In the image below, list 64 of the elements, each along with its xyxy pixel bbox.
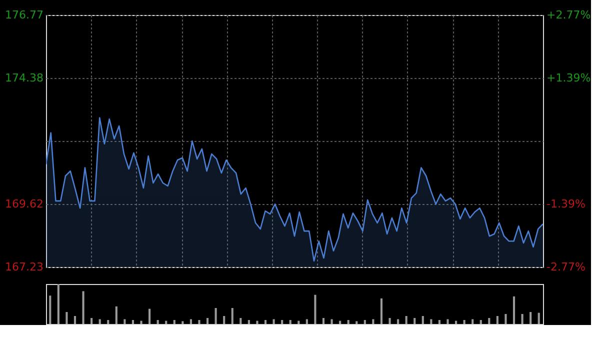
bar: [322, 318, 325, 324]
bar: [74, 316, 76, 324]
bar: [90, 318, 93, 324]
bar: [330, 319, 333, 324]
bar: [372, 319, 374, 324]
bar: [488, 318, 490, 324]
bar: [512, 296, 516, 324]
bar: [256, 320, 258, 324]
bar: [264, 320, 267, 324]
bar: [430, 319, 432, 324]
bar: [504, 314, 507, 324]
bar: [538, 312, 540, 324]
bar: [480, 320, 482, 324]
bar: [49, 296, 52, 324]
bar: [272, 319, 275, 324]
bar: [206, 318, 209, 324]
bar: [364, 320, 366, 324]
bar: [496, 316, 498, 324]
bar: [414, 318, 416, 324]
bar: [82, 291, 84, 324]
y2-tick-label: -2.77%: [546, 260, 586, 274]
bar: [57, 284, 60, 324]
bar: [397, 319, 400, 324]
bar: [463, 320, 466, 324]
bar: [347, 320, 350, 324]
y-tick-label: 169.62: [5, 197, 44, 210]
bar: [248, 320, 250, 324]
y2-tick-label: -1.39%: [546, 198, 586, 211]
bar: [306, 319, 308, 324]
y-tick-label: 174.38: [5, 72, 44, 85]
bar: [156, 320, 159, 324]
y2-tick-label: +2.77%: [546, 8, 591, 22]
bar: [356, 321, 358, 324]
bar: [240, 318, 242, 324]
bar: [388, 318, 391, 324]
bar: [314, 294, 316, 324]
bar: [422, 316, 424, 324]
y-tick-label: 167.23: [5, 260, 44, 274]
y2-tick-label: +1.39%: [546, 71, 591, 84]
bar: [115, 306, 118, 324]
y-tick-label: 176.77: [5, 8, 44, 22]
bar: [472, 319, 474, 324]
bar: [214, 308, 217, 324]
bar: [223, 316, 226, 324]
bar: [148, 308, 151, 324]
bar: [380, 298, 383, 324]
bar: [140, 320, 142, 324]
bar: [124, 319, 126, 324]
bar: [446, 319, 449, 324]
bar: [190, 319, 192, 324]
bar: [98, 319, 101, 324]
bar: [438, 320, 440, 324]
bar: [182, 321, 184, 324]
bar: [132, 320, 134, 324]
bar: [289, 320, 292, 324]
bar: [281, 320, 284, 324]
bar: [521, 314, 524, 324]
bar: [198, 320, 200, 324]
bar: [173, 320, 176, 324]
bar: [405, 316, 408, 324]
bar: [231, 308, 234, 324]
bar: [530, 312, 532, 324]
bar: [107, 320, 110, 324]
bar: [66, 312, 68, 324]
